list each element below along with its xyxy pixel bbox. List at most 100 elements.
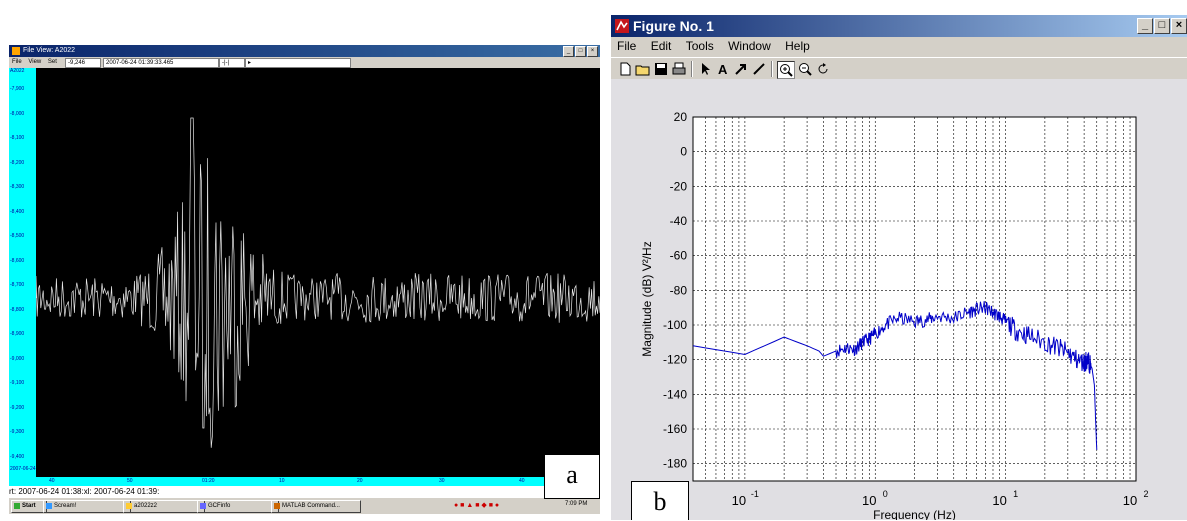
x-tick-label: 10 bbox=[1123, 493, 1137, 508]
amplitude-tick: -8,300 bbox=[10, 184, 25, 190]
figure-title-bar[interactable]: Figure No. 1 _ □ × bbox=[611, 15, 1187, 37]
amplitude-tick: -9,200 bbox=[10, 404, 25, 411]
maximize-button[interactable]: □ bbox=[1154, 18, 1170, 34]
open-icon[interactable] bbox=[635, 61, 651, 77]
svg-text:A: A bbox=[718, 62, 728, 77]
amplitude-tick: -7,900 bbox=[10, 86, 25, 92]
time-tick: 10 bbox=[279, 478, 285, 484]
taskbar-item-a2022z2[interactable]: a2022z2 bbox=[123, 500, 205, 513]
x-tick-label: 10 bbox=[732, 493, 746, 508]
line-icon[interactable] bbox=[751, 61, 767, 77]
amplitude-tick: -9,100 bbox=[10, 380, 25, 386]
y-tick-label: -120 bbox=[663, 353, 687, 367]
start-button[interactable]: ‌Start bbox=[11, 500, 47, 513]
seismogram-window: File View: A2022 _ □ × File View Set -9,24… bbox=[9, 45, 600, 514]
spectrum-line bbox=[692, 301, 1098, 450]
window-title-bar[interactable]: File View: A2022 _ □ × bbox=[9, 45, 600, 57]
amplitude-tick: -8,100 bbox=[10, 135, 25, 141]
minimize-button[interactable]: _ bbox=[563, 46, 574, 57]
zoom-out-icon[interactable] bbox=[797, 61, 813, 77]
close-button[interactable]: × bbox=[587, 46, 598, 57]
y-tick-label: -140 bbox=[663, 387, 687, 401]
value-readout: -9,246 bbox=[65, 58, 101, 68]
matlab-icon bbox=[615, 19, 629, 33]
date-corner: 2007-06-24 bbox=[10, 466, 36, 472]
print-icon[interactable] bbox=[671, 61, 687, 77]
waveform-line bbox=[36, 117, 600, 448]
arrow-icon[interactable] bbox=[733, 61, 749, 77]
figure-title: Figure No. 1 bbox=[633, 18, 714, 34]
seismogram-trace bbox=[36, 68, 600, 477]
menu-bar: File View Set -9,246 2007-06-24 01:39:33… bbox=[9, 57, 600, 68]
app-icon bbox=[12, 47, 20, 55]
minimize-button[interactable]: _ bbox=[1137, 18, 1153, 34]
panel-label-b: b bbox=[631, 481, 689, 520]
arrow-select-icon[interactable] bbox=[697, 61, 713, 77]
taskbar: ‌Start Scream! a2022z2 GCFinfo MATLAB Co… bbox=[9, 497, 600, 514]
zoom-in-icon[interactable] bbox=[777, 61, 795, 79]
scroll-bar[interactable]: ▸ bbox=[245, 58, 351, 68]
menu-set[interactable]: Set bbox=[47, 59, 57, 65]
time-tick: 01:20 bbox=[202, 478, 215, 484]
x-tick-exponent: 2 bbox=[1143, 489, 1148, 499]
y-tick-label: -180 bbox=[663, 457, 687, 471]
amplitude-tick: -8,500 bbox=[10, 233, 25, 239]
save-icon[interactable] bbox=[653, 61, 669, 77]
clock: 7:09 PM bbox=[565, 501, 588, 507]
stream-label: A2022 bbox=[10, 68, 25, 74]
menu-window[interactable]: Window bbox=[728, 39, 771, 53]
taskbar-item-matlab[interactable]: MATLAB Command... bbox=[271, 500, 361, 513]
x-tick-label: 10 bbox=[862, 493, 876, 508]
system-tray: ● ■ ▲ ■ ◆ ■ ● bbox=[454, 502, 500, 509]
time-tick: 20 bbox=[357, 478, 363, 484]
y-tick-label: -40 bbox=[670, 214, 688, 228]
amplitude-tick: -8,900 bbox=[10, 331, 25, 337]
amplitude-tick: -8,600 bbox=[10, 257, 25, 264]
y-tick-label: -20 bbox=[670, 179, 688, 193]
time-tick: 40 bbox=[49, 478, 55, 484]
panel-label-a: a bbox=[544, 454, 600, 499]
amplitude-tick: -8,400 bbox=[10, 208, 25, 215]
time-tick: 50 bbox=[127, 478, 133, 484]
amplitude-tick: -8,700 bbox=[10, 282, 25, 288]
figure-menu-bar: File Edit Tools Window Help bbox=[611, 38, 815, 54]
menu-view[interactable]: View bbox=[28, 59, 42, 65]
time-tick: 40 bbox=[519, 478, 525, 484]
time-axis: 40 50 01:20 10 20 30 40 bbox=[9, 477, 600, 486]
figure-toolbar: A bbox=[611, 57, 1187, 80]
x-tick-label: 10 bbox=[992, 493, 1006, 508]
menu-file[interactable]: File bbox=[12, 59, 22, 65]
x-tick-exponent: 1 bbox=[1013, 489, 1018, 499]
amplitude-tick: -9,400 bbox=[10, 453, 25, 460]
scale-control[interactable]: -|-| bbox=[219, 58, 245, 68]
y-tick-label: -100 bbox=[663, 318, 687, 332]
y-tick-label: 20 bbox=[674, 110, 688, 124]
amplitude-tick: -8,000 bbox=[10, 110, 25, 117]
matlab-figure-window: Figure No. 1 _ □ × File Edit Tools Window … bbox=[611, 15, 1187, 520]
rotate-icon[interactable] bbox=[815, 61, 831, 77]
status-bar: rt: 2007-06-24 01:38:xl: 2007-06-24 01:3… bbox=[9, 486, 600, 497]
amplitude-tick: -9,000 bbox=[10, 355, 25, 362]
menu-file[interactable]: File bbox=[617, 39, 637, 53]
amplitude-tick: -9,300 bbox=[10, 429, 25, 435]
x-axis-label: Frequency (Hz) bbox=[873, 508, 956, 520]
taskbar-item-gcfinfo[interactable]: GCFinfo bbox=[197, 500, 279, 513]
y-tick-label: -60 bbox=[670, 249, 688, 263]
menu-tools[interactable]: Tools bbox=[685, 39, 714, 53]
close-button[interactable]: × bbox=[1171, 18, 1187, 34]
new-icon[interactable] bbox=[617, 61, 633, 77]
menu-help[interactable]: Help bbox=[785, 39, 810, 53]
window-title: File View: A2022 bbox=[23, 47, 76, 54]
menu-edit[interactable]: Edit bbox=[650, 39, 672, 53]
y-tick-label: 0 bbox=[680, 145, 687, 159]
taskbar-item-scream[interactable]: Scream! bbox=[43, 500, 131, 513]
x-tick-exponent: 0 bbox=[883, 489, 888, 499]
amplitude-axis: A2022 -7,900 -8,000 -8,100 -8,200 -8,300 -8,4… bbox=[9, 68, 36, 477]
maximize-button[interactable]: □ bbox=[575, 46, 586, 57]
text-icon[interactable]: A bbox=[715, 61, 731, 77]
amplitude-tick: -8,200 bbox=[10, 159, 25, 166]
y-tick-label: -160 bbox=[663, 422, 687, 436]
amplitude-tick: -8,800 bbox=[10, 306, 25, 313]
x-tick-exponent: -1 bbox=[751, 489, 759, 499]
